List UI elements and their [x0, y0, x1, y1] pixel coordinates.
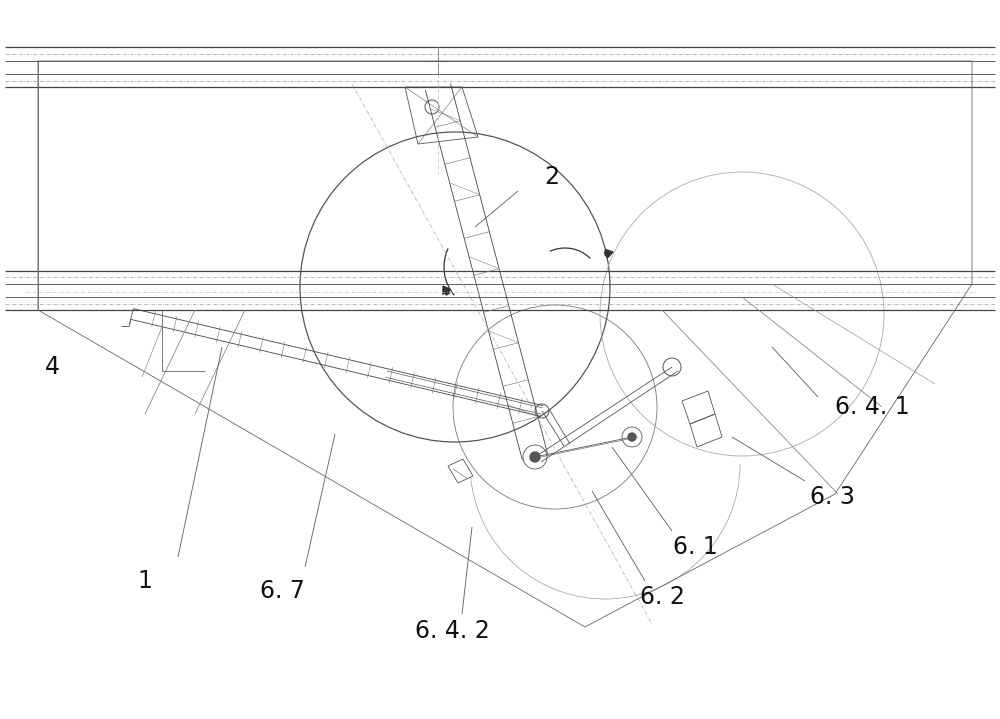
Circle shape — [530, 452, 540, 462]
Text: 6. 4. 2: 6. 4. 2 — [415, 619, 489, 643]
Circle shape — [628, 433, 636, 441]
Text: 6. 2: 6. 2 — [640, 585, 684, 609]
Text: 2: 2 — [544, 165, 560, 189]
FancyArrow shape — [605, 249, 613, 258]
Text: 6. 3: 6. 3 — [810, 485, 854, 509]
Text: 4: 4 — [45, 355, 60, 379]
Text: 6. 1: 6. 1 — [673, 535, 717, 559]
Text: 1: 1 — [138, 569, 152, 593]
Text: 6. 7: 6. 7 — [260, 579, 304, 603]
Text: 6. 4. 1: 6. 4. 1 — [835, 395, 910, 419]
FancyArrow shape — [443, 286, 451, 295]
